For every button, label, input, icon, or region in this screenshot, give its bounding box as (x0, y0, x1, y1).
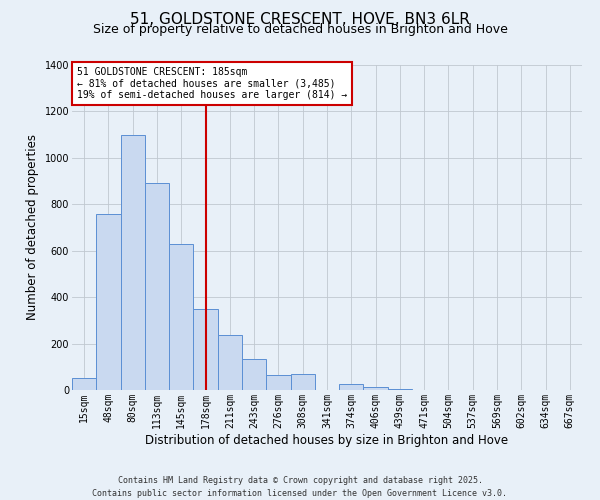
Bar (290, 374, 315, 390)
Bar (339, 384, 364, 390)
Bar (121, 134, 145, 390)
Bar (145, 184, 169, 390)
Text: 51, GOLDSTONE CRESCENT, HOVE, BN3 6LR: 51, GOLDSTONE CRESCENT, HOVE, BN3 6LR (130, 12, 470, 28)
Bar (72, 378, 96, 390)
Text: 51 GOLDSTONE CRESCENT: 185sqm
← 81% of detached houses are smaller (3,485)
19% o: 51 GOLDSTONE CRESCENT: 185sqm ← 81% of d… (77, 66, 347, 100)
Bar (169, 244, 193, 390)
X-axis label: Distribution of detached houses by size in Brighton and Hove: Distribution of detached houses by size … (145, 434, 509, 446)
Bar (266, 375, 290, 390)
Y-axis label: Number of detached properties: Number of detached properties (26, 134, 39, 320)
Bar (364, 386, 388, 390)
Text: Size of property relative to detached houses in Brighton and Hove: Size of property relative to detached ho… (92, 22, 508, 36)
Bar (218, 336, 242, 390)
Bar (193, 308, 218, 390)
Bar (388, 389, 412, 390)
Bar (96, 214, 121, 390)
Text: Contains HM Land Registry data © Crown copyright and database right 2025.
Contai: Contains HM Land Registry data © Crown c… (92, 476, 508, 498)
Bar (242, 358, 266, 390)
